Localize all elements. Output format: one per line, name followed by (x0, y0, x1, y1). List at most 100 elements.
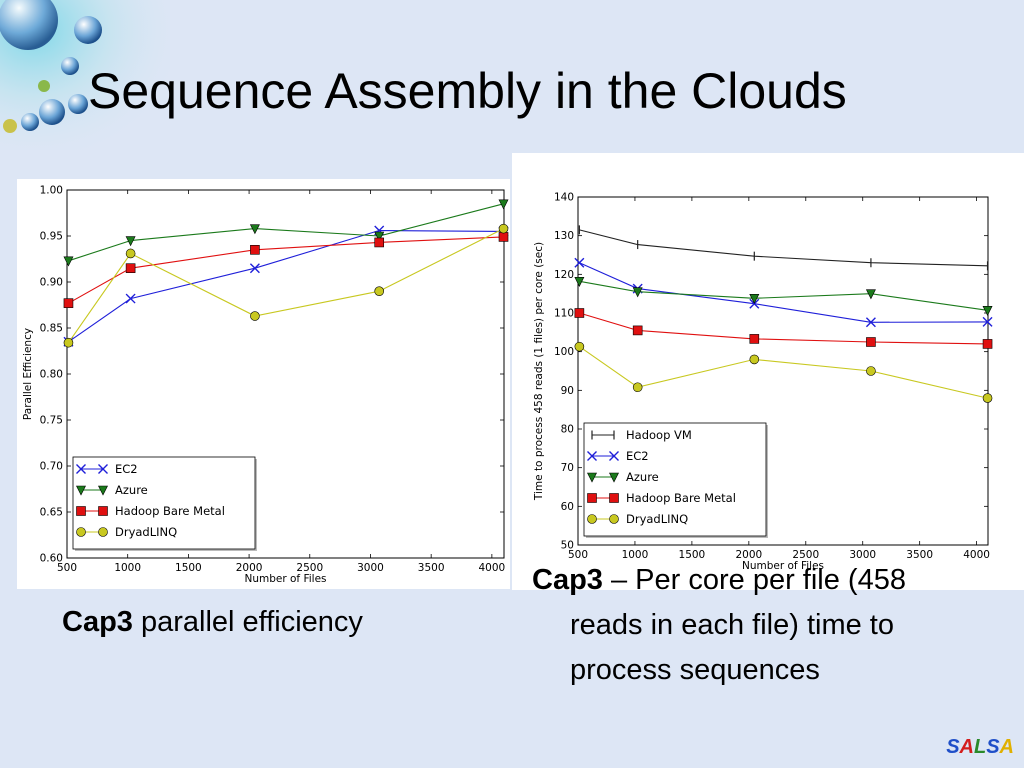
y-axis-label: Time to process 458 reads (1 files) per … (533, 242, 545, 501)
data-point (574, 308, 585, 318)
series-hadoop-vm (578, 225, 989, 271)
data-point (632, 325, 643, 336)
x-tick-label: 2000 (735, 549, 762, 561)
chart-panel-time: 50 60 70 80 90 100 110 120 130 140 500 1000 1500 2000… (512, 153, 1024, 590)
y-tick-label: 0.60 (40, 553, 63, 565)
data-point (982, 339, 993, 349)
caption-bold: Cap3 (62, 606, 133, 638)
y-tick-label: 0.80 (40, 369, 63, 381)
data-point (982, 316, 993, 327)
y-tick-label: 60 (561, 501, 574, 513)
legend-marker (98, 527, 108, 537)
data-point (498, 199, 509, 210)
legend-marker (609, 493, 619, 503)
data-point (374, 237, 385, 248)
y-tick-label: 100 (554, 346, 574, 358)
data-point (250, 311, 260, 321)
series-dryadlinq (63, 223, 509, 348)
legend-label: Hadoop Bare Metal (115, 504, 225, 518)
globe-decoration (0, 0, 170, 150)
series-hadoop-bare-metal (574, 308, 993, 349)
y-tick-label: 0.95 (40, 231, 63, 243)
brand-letter: S (986, 736, 1000, 758)
legend-marker (98, 464, 108, 474)
caption-text: – Per core per file (458 reads in each f… (570, 564, 906, 686)
y-tick-label: 110 (554, 308, 574, 320)
legend-marker (98, 485, 108, 496)
data-point (865, 289, 876, 300)
legend-marker (587, 514, 597, 524)
data-point (250, 245, 260, 255)
data-point (125, 293, 136, 304)
legend-marker (76, 464, 86, 474)
legend-label: Hadoop Bare Metal (626, 491, 736, 505)
x-tick-label: 1500 (679, 549, 706, 561)
legend-label: EC2 (115, 462, 138, 476)
x-tick-label: 1000 (622, 549, 649, 561)
brand-letter: S (946, 736, 960, 758)
legend-label: DryadLINQ (626, 512, 688, 526)
series-hadoop-bare-metal (63, 232, 509, 308)
legend-label: Hadoop VM (626, 428, 692, 442)
data-point (498, 223, 509, 234)
x-tick-label: 500 (57, 562, 77, 574)
y-tick-label: 0.75 (40, 415, 63, 427)
y-tick-label: 50 (561, 540, 574, 552)
data-point (63, 298, 74, 308)
legend-marker (587, 451, 597, 461)
caption-text: parallel efficiency (132, 606, 363, 638)
data-point (749, 334, 760, 344)
data-point (749, 294, 760, 304)
chart-panel-efficiency: 0.60 0.65 0.70 0.75 0.80 0.85 0.90 0.95 1.00 500 1… (17, 179, 510, 589)
y-tick-label: 80 (561, 424, 574, 436)
data-point (574, 257, 585, 268)
data-point (125, 248, 136, 259)
series-azure (63, 199, 509, 267)
x-tick-label: 3000 (357, 562, 384, 574)
data-point (866, 337, 876, 347)
data-point (866, 366, 876, 376)
y-axis-label: Parallel Efficiency (22, 328, 34, 420)
caption-bold: Cap3 (532, 564, 603, 596)
legend-label: Azure (115, 483, 148, 497)
slide-title: Sequence Assembly in the Clouds (88, 63, 847, 119)
salsa-logo: SALSA (946, 736, 1014, 759)
y-tick-label: 140 (554, 192, 574, 204)
x-tick-label: 4000 (963, 549, 990, 561)
y-tick-label: 0.70 (40, 461, 63, 473)
legend-label: EC2 (626, 449, 649, 463)
data-point (374, 286, 385, 296)
x-tick-label: 3500 (906, 549, 933, 561)
brand-letter: L (973, 736, 987, 758)
data-point (63, 337, 74, 348)
x-tick-label: 2500 (792, 549, 819, 561)
x-tick-label: 2500 (296, 562, 323, 574)
legend-marker (587, 472, 597, 483)
caption-time: Cap3 – Per core per file (458 reads in e… (532, 564, 972, 693)
time-per-core-chart: 50 60 70 80 90 100 110 120 130 140 500 1000 1500 2000… (533, 192, 993, 572)
legend: Hadoop VM EC2 Azure Hadoop Bare Metal DryadL… (583, 422, 767, 537)
brand-letter: A (999, 736, 1014, 758)
legend-marker (76, 506, 86, 516)
y-tick-label: 0.85 (40, 323, 63, 335)
data-point (632, 382, 643, 393)
data-point (63, 256, 74, 267)
data-point (125, 236, 136, 247)
y-tick-label: 90 (561, 385, 574, 397)
x-axis-label: Number of Files (244, 573, 326, 585)
data-point (632, 287, 643, 298)
legend-marker (76, 527, 86, 537)
legend-marker (609, 472, 619, 483)
y-tick-label: 1.00 (40, 185, 63, 197)
caption-efficiency: Cap3 parallel efficiency (62, 606, 363, 639)
data-point (574, 341, 585, 352)
series-azure (574, 276, 993, 316)
x-tick-label: 4000 (478, 562, 505, 574)
legend-marker (98, 506, 108, 516)
y-tick-label: 130 (554, 230, 574, 242)
legend-marker (609, 514, 619, 524)
data-point (574, 276, 585, 287)
y-tick-label: 0.90 (40, 277, 63, 289)
y-tick-label: 0.65 (40, 507, 63, 519)
data-point (749, 354, 760, 365)
